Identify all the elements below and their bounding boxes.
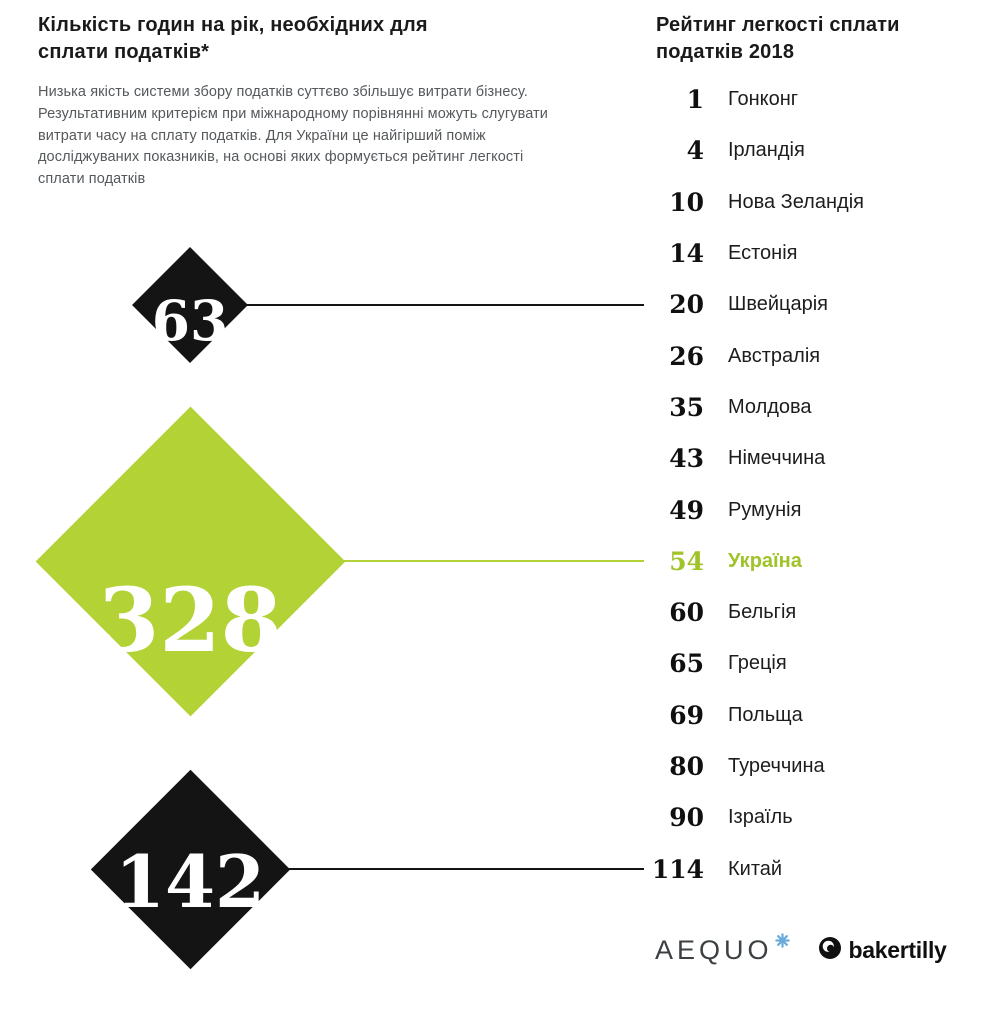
footer-logos: AEQUO bakerti [655, 924, 947, 976]
ranking-row: 54 Україна [628, 536, 978, 587]
country-name: Китай [728, 857, 783, 880]
rank-number: 114 [651, 854, 704, 884]
ranking-row: 43 Німеччина [628, 433, 978, 484]
country-name: Ірландія [728, 139, 805, 162]
rank-number: 1 [686, 85, 704, 115]
rank-number: 49 [669, 495, 704, 525]
diamond-marker-switzerland: 63 [132, 247, 248, 363]
country-name: Україна [728, 549, 802, 572]
hours-description: Низька якість системи збору податків сут… [38, 84, 549, 187]
ranking-row: 14 Естонія [628, 228, 978, 279]
bakertilly-wordmark: bakertilly [848, 936, 947, 963]
rank-number: 26 [669, 341, 704, 371]
country-name: Польща [728, 703, 803, 726]
ranking-title: Рейтинг легкості сплати податків 2018 [656, 14, 900, 63]
country-name: Німеччина [728, 447, 826, 470]
country-name: Нова Зеландія [728, 190, 864, 213]
rank-number: 60 [669, 598, 704, 628]
country-name: Гонконг [728, 88, 799, 111]
ranking-row: 60 Бельгія [628, 587, 978, 638]
ranking-row: 35 Молдова [628, 382, 978, 433]
ranking-row: 26 Австралія [628, 330, 978, 381]
rank-number: 54 [669, 546, 704, 576]
bakertilly-circle-icon [818, 936, 842, 965]
rank-number: 4 [686, 136, 704, 166]
aequo-logo: AEQUO [655, 932, 790, 966]
country-name: Молдова [728, 395, 812, 418]
country-name: Греція [728, 652, 787, 675]
ranking-list: 1 Гонконг 4 Ірландія 10 Нова Зеландія 14… [628, 74, 978, 895]
ranking-row: 4 Ірландія [628, 125, 978, 176]
rank-number: 20 [669, 290, 704, 320]
country-name: Естонія [728, 242, 798, 265]
country-name: Австралія [728, 344, 821, 367]
rank-number: 90 [669, 803, 704, 833]
country-name: Бельгія [728, 601, 797, 624]
hours-value-switzerland: 63 [151, 287, 229, 353]
rank-number: 43 [669, 444, 704, 474]
hours-title: Кількість годин на рік, необхідних для с… [38, 14, 428, 63]
rank-number: 65 [669, 649, 704, 679]
ranking-row: 10 Нова Зеландія [628, 177, 978, 228]
bakertilly-logo: bakertilly [818, 936, 947, 965]
country-name: Ізраїль [728, 806, 793, 829]
rank-number: 69 [669, 700, 704, 730]
ranking-row: 90 Ізраїль [628, 792, 978, 843]
rank-number: 35 [669, 392, 704, 422]
ranking-row: 114 Китай [628, 843, 978, 894]
connector-line-china [283, 868, 644, 870]
connector-line-ukraine [338, 560, 644, 562]
diamond-marker-china: 142 [90, 769, 290, 969]
rank-number: 80 [669, 752, 704, 781]
connector-line-switzerland [242, 304, 644, 306]
hours-value-china: 142 [114, 839, 266, 924]
country-name: Туреччина [728, 755, 825, 777]
country-name: Румунія [728, 498, 802, 521]
ranking-row: 65 Греція [628, 638, 978, 689]
rank-number: 10 [669, 187, 704, 217]
hours-value-ukraine: 328 [98, 568, 282, 672]
diamond-marker-ukraine: 328 [35, 406, 345, 716]
country-name: Швейцарія [728, 293, 828, 316]
rank-number: 14 [669, 239, 704, 269]
aequo-asterisk-icon [774, 932, 790, 953]
ranking-row: 20 Швейцарія [628, 279, 978, 330]
ranking-row: 80 Туреччина [628, 741, 978, 792]
ranking-row: 69 Польща [628, 690, 978, 741]
ranking-row: 49 Румунія [628, 484, 978, 535]
ranking-row: 1 Гонконг [628, 74, 978, 125]
aequo-wordmark: AEQUO [655, 934, 773, 965]
